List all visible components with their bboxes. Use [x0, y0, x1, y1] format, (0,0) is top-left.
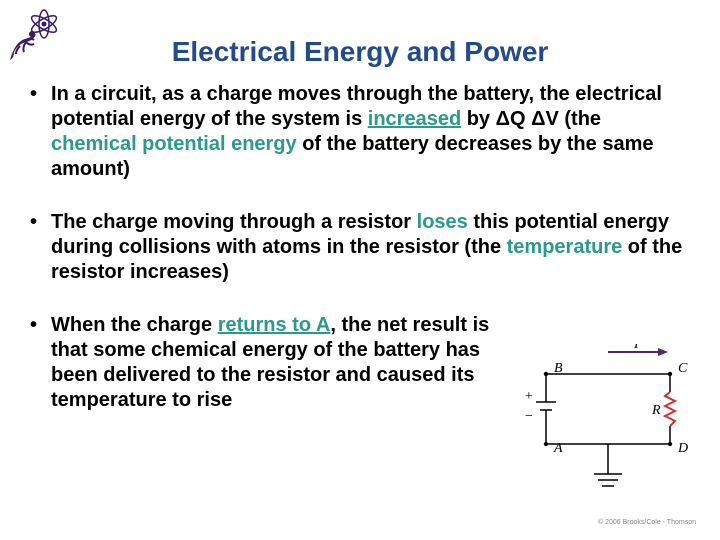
label-D: D — [677, 441, 688, 456]
bullet-text: When the charge returns to A, the net re… — [51, 313, 492, 413]
slide-title: Electrical Energy and Power — [0, 0, 720, 82]
highlight: loses — [417, 211, 468, 233]
highlight-underline: increased — [368, 108, 461, 130]
text-run: The charge moving through a resistor — [51, 211, 417, 233]
label-A: A — [553, 441, 563, 456]
bullet-marker: • — [28, 313, 51, 413]
label-plus: + — [524, 389, 533, 404]
bullet-item: • In a circuit, as a charge moves throug… — [28, 82, 692, 182]
bullet-marker: • — [28, 210, 51, 285]
bullet-text: The charge moving through a resistor los… — [51, 210, 692, 285]
label-C: C — [678, 361, 688, 376]
text-run: by ΔQ ΔV (the — [461, 108, 601, 130]
highlight: temperature — [507, 236, 623, 258]
label-minus: − — [524, 409, 533, 424]
circuit-diagram: I B C A D R + − — [508, 344, 698, 514]
current-arrow: I — [608, 344, 668, 356]
bullet-marker: • — [28, 82, 51, 182]
text-run: When the charge — [51, 314, 218, 336]
highlight-underline: returns to A — [218, 314, 331, 336]
logo-icon — [6, 6, 66, 66]
bullet-item: • The charge moving through a resistor l… — [28, 210, 692, 285]
label-B: B — [554, 361, 563, 376]
label-I: I — [633, 344, 640, 352]
copyright-text: © 2006 Brooks/Cole - Thomson — [598, 519, 696, 526]
bullet-text: In a circuit, as a charge moves through … — [51, 82, 692, 182]
circuit-wires — [536, 374, 670, 486]
label-R: R — [651, 403, 661, 418]
highlight: chemical potential energy — [51, 133, 297, 155]
resistor-icon — [665, 392, 675, 426]
